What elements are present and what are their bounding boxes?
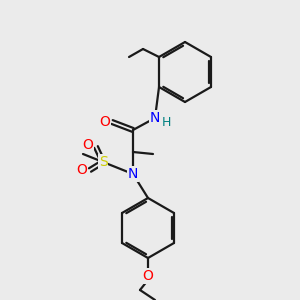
Text: S: S (99, 155, 107, 169)
Text: O: O (142, 269, 153, 283)
Text: O: O (82, 138, 93, 152)
Text: O: O (100, 115, 110, 129)
Text: N: N (150, 111, 160, 125)
Text: N: N (128, 167, 138, 181)
Text: H: H (161, 116, 171, 130)
Text: O: O (76, 163, 87, 177)
